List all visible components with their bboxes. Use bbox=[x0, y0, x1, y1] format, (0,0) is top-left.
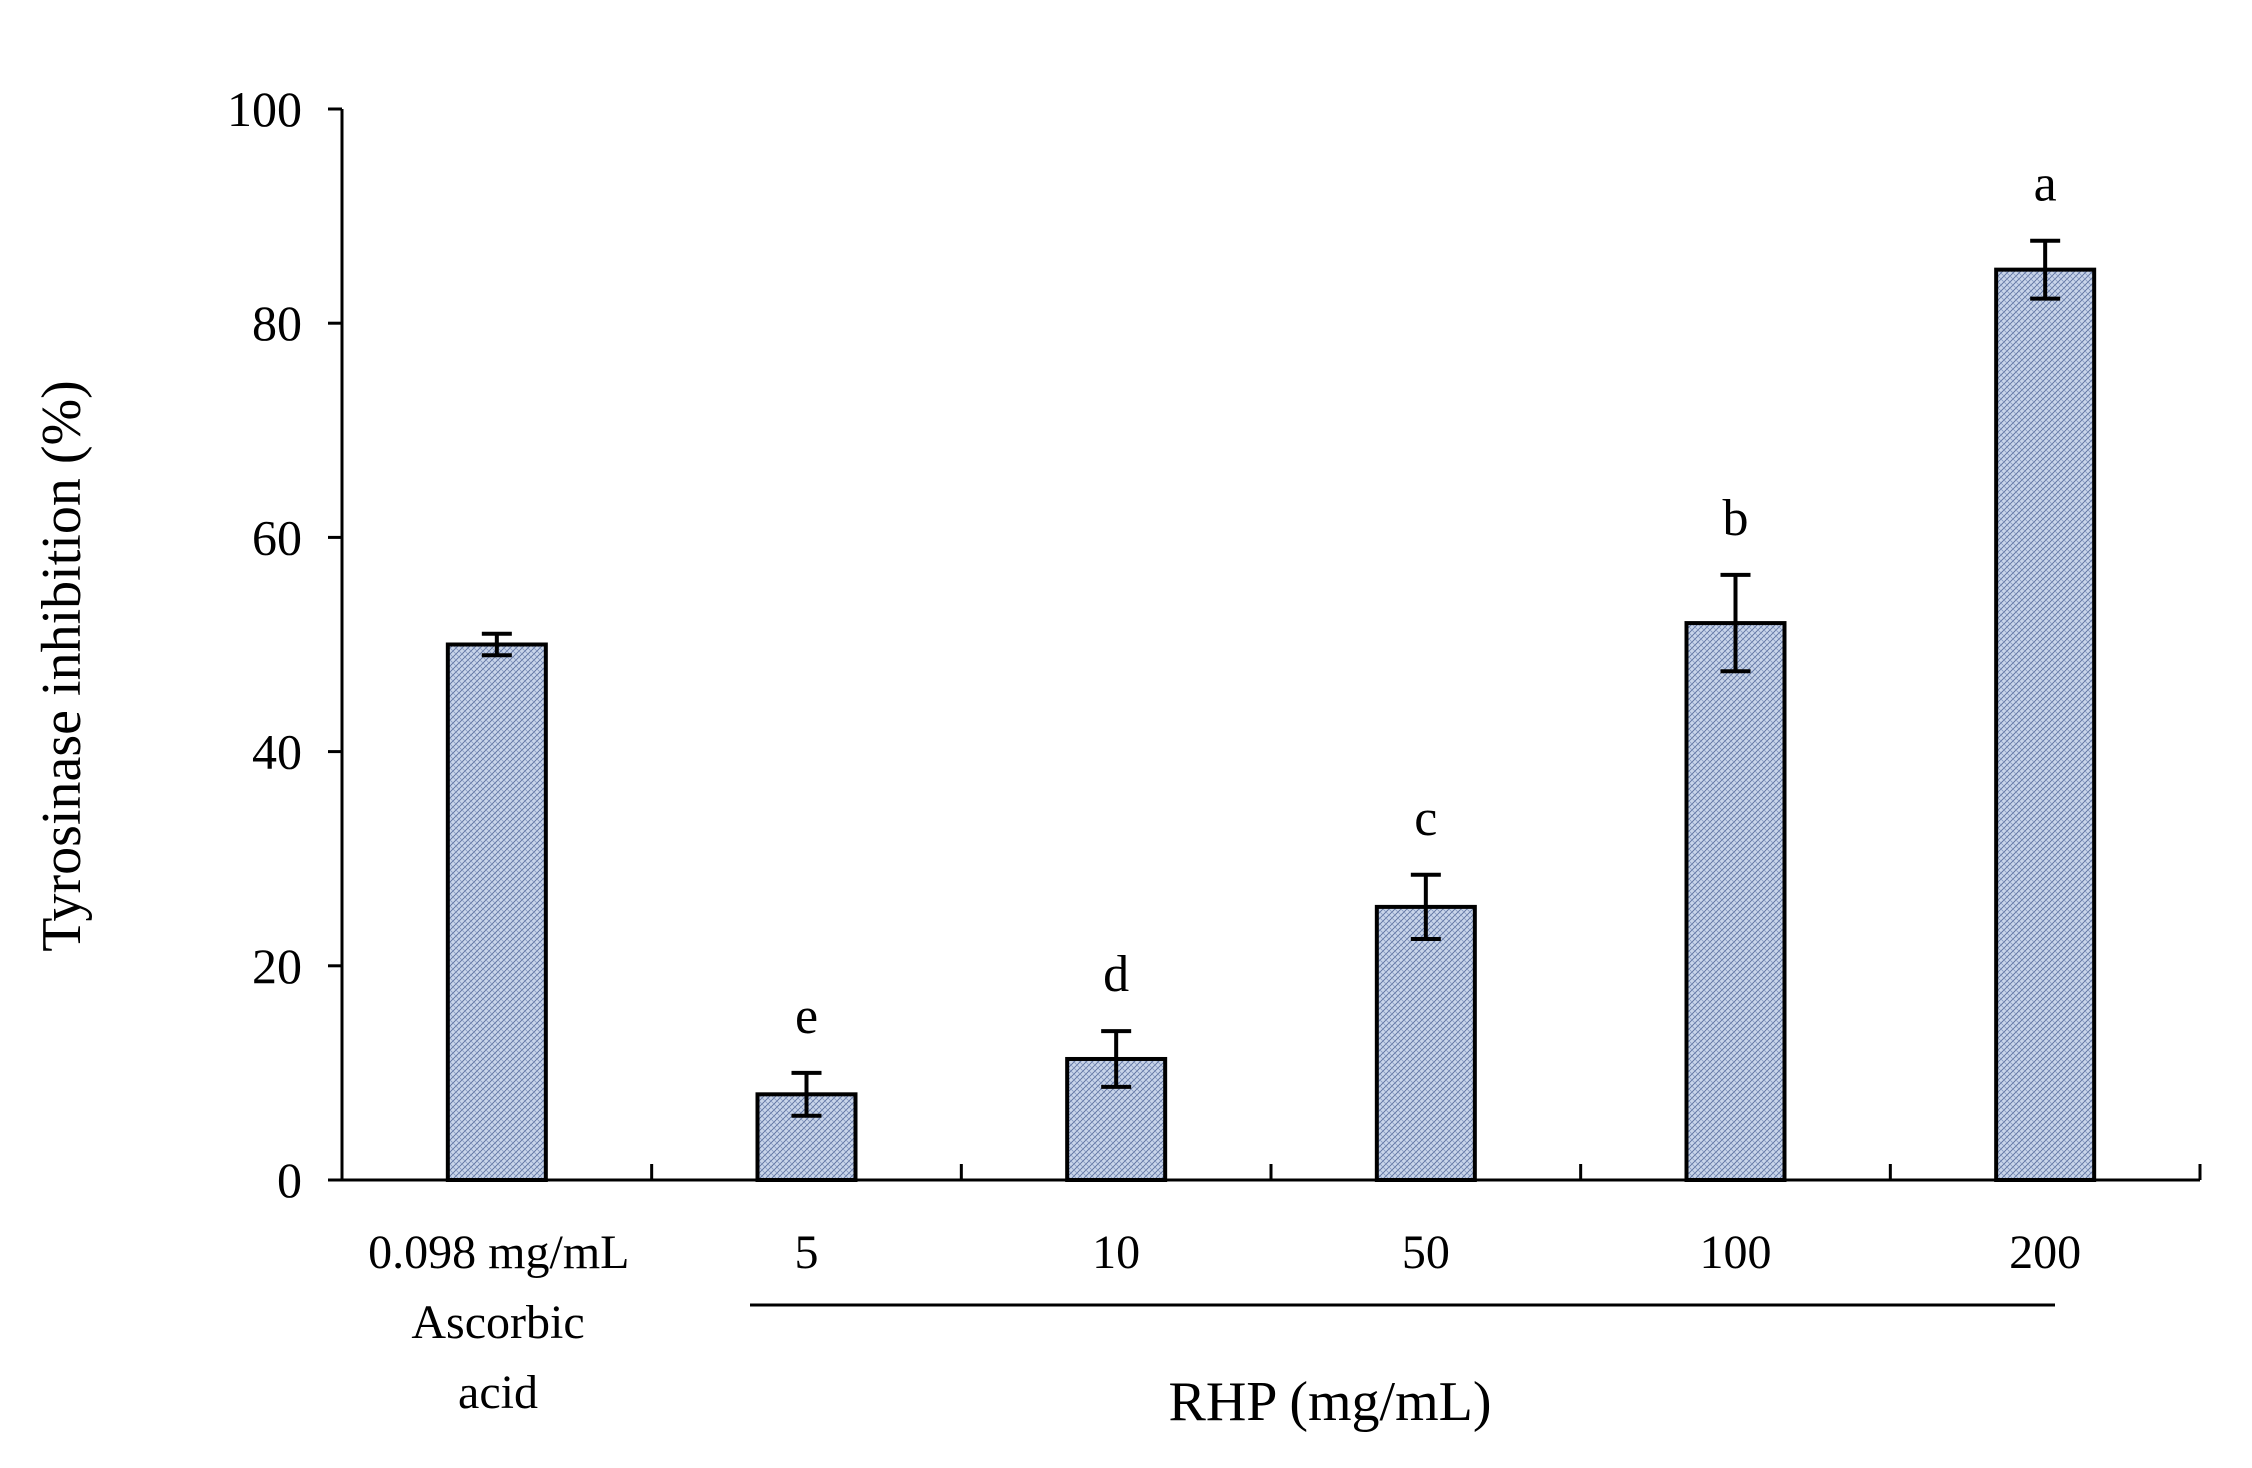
x-tick-label: 5 bbox=[795, 1226, 819, 1279]
y-tick-label: 40 bbox=[252, 724, 302, 780]
y-axis-title: Tyrosinase inhibition (%) bbox=[31, 380, 93, 952]
y-tick-label: 80 bbox=[252, 295, 302, 351]
x-tick-label: 200 bbox=[2009, 1226, 2081, 1279]
y-tick-label: 0 bbox=[277, 1152, 302, 1208]
significance-letter: d bbox=[1103, 946, 1129, 1003]
x-tick-labels-group: 0.098 mg/mL 5 10 50 100 200 bbox=[368, 1226, 2081, 1279]
bar bbox=[1684, 621, 1787, 1182]
y-axis-ticks: 0 20 40 60 80 100 bbox=[227, 81, 342, 1208]
control-label-line-2: acid bbox=[458, 1366, 538, 1419]
y-tick-label: 100 bbox=[227, 81, 302, 137]
y-tick-label: 20 bbox=[252, 938, 302, 994]
significance-letter: c bbox=[1414, 790, 1437, 847]
significance-letter: a bbox=[2034, 156, 2057, 213]
x-axis-title: RHP (mg/mL) bbox=[1168, 1371, 1491, 1433]
y-tick-label: 60 bbox=[252, 509, 302, 565]
bar bbox=[1994, 267, 2097, 1182]
significance-letter: e bbox=[795, 988, 818, 1045]
control-label-line-1: Ascorbic bbox=[411, 1296, 584, 1349]
x-tick-label: 50 bbox=[1402, 1226, 1450, 1279]
bar bbox=[445, 642, 548, 1182]
x-axis-ticks bbox=[650, 1164, 2202, 1180]
x-tick-label: 100 bbox=[1700, 1226, 1772, 1279]
x-tick-label: 0.098 mg/mL bbox=[368, 1226, 629, 1279]
significance-letter: b bbox=[1723, 490, 1749, 547]
error-bars-group bbox=[481, 238, 2061, 1118]
significance-letters-group: e d c b a bbox=[795, 156, 2057, 1045]
bars-group bbox=[445, 267, 2097, 1183]
x-tick-label: 10 bbox=[1092, 1226, 1140, 1279]
bar bbox=[1374, 904, 1477, 1183]
